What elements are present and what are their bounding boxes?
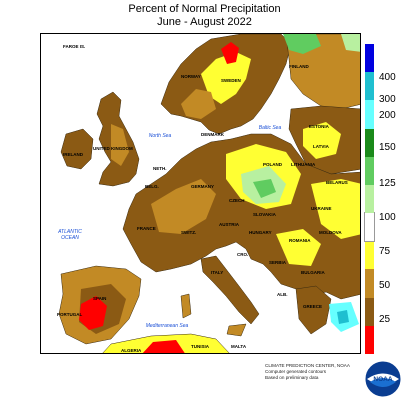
land-sicily [226, 323, 247, 337]
legend-colorbar [364, 44, 375, 354]
land-central-darkgreen [253, 179, 276, 198]
legend-swatch [365, 100, 374, 129]
legend-swatch [365, 297, 374, 326]
legend-tick-300: 300 [379, 94, 396, 105]
legend-swatch [365, 269, 374, 298]
land-east-yellow [311, 179, 360, 239]
land-finland-green2 [341, 34, 360, 52]
land-finland-green [283, 34, 321, 54]
legend-tick-50: 50 [379, 280, 391, 291]
land-sardinia [180, 293, 192, 319]
map-canvas [41, 34, 360, 353]
legend-tick-200: 200 [379, 110, 396, 121]
credit-text: CLIMATE PREDICTION CENTER, NOAA Computer… [265, 363, 350, 381]
credit-line1: CLIMATE PREDICTION CENTER, NOAA [265, 363, 350, 368]
legend-tick-400: 400 [379, 72, 396, 83]
legend-swatch [365, 72, 374, 101]
legend-tick-25: 25 [379, 314, 391, 325]
credit-line3: Based on preliminary data [265, 375, 319, 380]
legend-tick-75: 75 [379, 246, 391, 257]
legend-swatch [365, 128, 374, 157]
legend-swatch [365, 156, 374, 185]
land-iberia-red [79, 296, 107, 330]
legend-swatch [365, 44, 374, 73]
legend-swatch [365, 184, 374, 214]
legend-swatch [364, 212, 375, 243]
noaa-logo-text: NOAA [373, 376, 392, 383]
land-north-africa-red [142, 340, 185, 353]
land-greece-blue [337, 310, 349, 324]
land-italy [200, 255, 260, 325]
land-baltics-yellow [303, 122, 341, 159]
land-gb-lighter [111, 124, 129, 166]
legend-swatch [365, 325, 374, 354]
land-scandinavia-dry [181, 89, 216, 119]
legend-tick-125: 125 [379, 178, 396, 189]
noaa-logo-icon: NOAA [364, 360, 402, 398]
map-title: Percent of Normal Precipitation [128, 3, 281, 15]
legend-swatch [365, 241, 374, 270]
land-ireland [60, 128, 94, 170]
map-subtitle: June - August 2022 [157, 16, 252, 28]
legend-tick-100: 100 [379, 212, 396, 223]
precipitation-map: FAROE IS. NORWAY SWEDEN FINLAND ESTONIA … [40, 33, 361, 354]
land-balkans-yellow [276, 229, 321, 266]
land-greece [295, 285, 332, 335]
land-norway-red [221, 42, 239, 64]
credit-line2: Computer generated contours [265, 369, 327, 374]
legend-tick-150: 150 [379, 142, 396, 153]
land-continent-lighter [151, 179, 216, 234]
land-scandinavia-wet [201, 52, 251, 104]
